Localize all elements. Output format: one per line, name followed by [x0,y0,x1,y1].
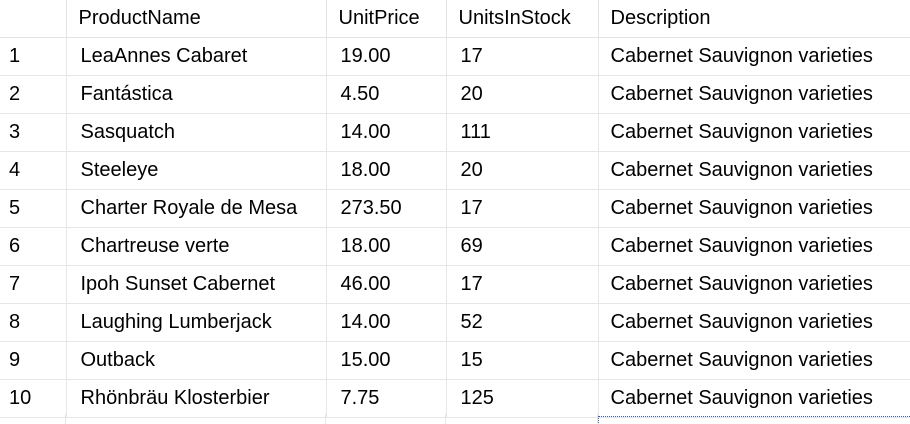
cell-productname[interactable]: Outback [66,341,327,380]
table-row: 6 Chartreuse verte 18.00 69 Cabernet Sau… [0,227,910,266]
table-row: 4 Steeleye 18.00 20 Cabernet Sauvignon v… [0,151,910,190]
cell-unitsinstock[interactable]: 17 [446,265,599,304]
cell-productname[interactable]: Sasquatch [66,113,327,152]
cell-unitsinstock[interactable]: 15 [446,341,599,380]
cell-description[interactable]: Cabernet Sauvignon varieties [598,341,910,380]
row-number[interactable]: 8 [0,303,67,342]
cell-description[interactable]: Cabernet Sauvignon varieties [598,75,910,114]
column-header-description[interactable]: Description [598,0,910,38]
header-row: ProductName UnitPrice UnitsInStock Descr… [0,0,910,38]
row-number[interactable]: 6 [0,227,67,266]
row-number[interactable]: 10 [0,379,67,418]
partial-cell [0,414,66,424]
table-row: 10 Rhönbräu Klosterbier 7.75 125 Caberne… [0,379,910,418]
cell-unitprice[interactable]: 14.00 [326,113,447,152]
row-number[interactable]: 9 [0,341,67,380]
cell-description[interactable]: Cabernet Sauvignon varieties [598,227,910,266]
partial-cell [66,414,326,424]
cell-unitsinstock[interactable]: 69 [446,227,599,266]
table-row: 7 Ipoh Sunset Cabernet 46.00 17 Cabernet… [0,265,910,304]
cell-unitprice[interactable]: 46.00 [326,265,447,304]
cell-unitprice[interactable]: 15.00 [326,341,447,380]
cell-unitsinstock[interactable]: 20 [446,151,599,190]
cell-unitsinstock[interactable]: 17 [446,189,599,228]
cell-description[interactable]: Cabernet Sauvignon varieties [598,37,910,76]
row-number[interactable]: 7 [0,265,67,304]
cell-productname[interactable]: LeaAnnes Cabaret [66,37,327,76]
cell-productname[interactable]: Charter Royale de Mesa [66,189,327,228]
cell-unitprice[interactable]: 4.50 [326,75,447,114]
row-number-header[interactable] [0,0,67,38]
cell-productname[interactable]: Steeleye [66,151,327,190]
column-header-unitprice[interactable]: UnitPrice [326,0,447,38]
table-row: 8 Laughing Lumberjack 14.00 52 Cabernet … [0,303,910,342]
cell-unitprice[interactable]: 273.50 [326,189,447,228]
column-header-productname[interactable]: ProductName [66,0,327,38]
focused-cell-outline[interactable] [598,416,910,423]
cell-productname[interactable]: Ipoh Sunset Cabernet [66,265,327,304]
cell-unitprice[interactable]: 7.75 [326,379,447,418]
row-number[interactable]: 1 [0,37,67,76]
table-row: 3 Sasquatch 14.00 111 Cabernet Sauvignon… [0,113,910,152]
cell-productname[interactable]: Laughing Lumberjack [66,303,327,342]
cell-unitsinstock[interactable]: 125 [446,379,599,418]
cell-unitsinstock[interactable]: 17 [446,37,599,76]
cell-description[interactable]: Cabernet Sauvignon varieties [598,151,910,190]
cell-description[interactable]: Cabernet Sauvignon varieties [598,379,910,418]
table-row: 2 Fantástica 4.50 20 Cabernet Sauvignon … [0,75,910,114]
row-number[interactable]: 2 [0,75,67,114]
partial-next-row [0,414,910,424]
table-row: 9 Outback 15.00 15 Cabernet Sauvignon va… [0,341,910,380]
cell-unitprice[interactable]: 18.00 [326,227,447,266]
cell-description[interactable]: Cabernet Sauvignon varieties [598,265,910,304]
row-number[interactable]: 4 [0,151,67,190]
cell-productname[interactable]: Chartreuse verte [66,227,327,266]
cell-description[interactable]: Cabernet Sauvignon varieties [598,303,910,342]
table-row: 5 Charter Royale de Mesa 273.50 17 Caber… [0,189,910,228]
cell-unitsinstock[interactable]: 52 [446,303,599,342]
cell-productname[interactable]: Rhönbräu Klosterbier [66,379,327,418]
table-row: 1 LeaAnnes Cabaret 19.00 17 Cabernet Sau… [0,37,910,76]
cell-description[interactable]: Cabernet Sauvignon varieties [598,113,910,152]
cell-productname[interactable]: Fantástica [66,75,327,114]
column-header-unitsinstock[interactable]: UnitsInStock [446,0,599,38]
cell-description[interactable]: Cabernet Sauvignon varieties [598,189,910,228]
cell-unitprice[interactable]: 18.00 [326,151,447,190]
partial-cell [326,414,446,424]
cell-unitsinstock[interactable]: 20 [446,75,599,114]
cell-unitprice[interactable]: 14.00 [326,303,447,342]
row-number[interactable]: 5 [0,189,67,228]
row-number[interactable]: 3 [0,113,67,152]
cell-unitprice[interactable]: 19.00 [326,37,447,76]
partial-cell [446,414,598,424]
cell-unitsinstock[interactable]: 111 [446,113,599,152]
